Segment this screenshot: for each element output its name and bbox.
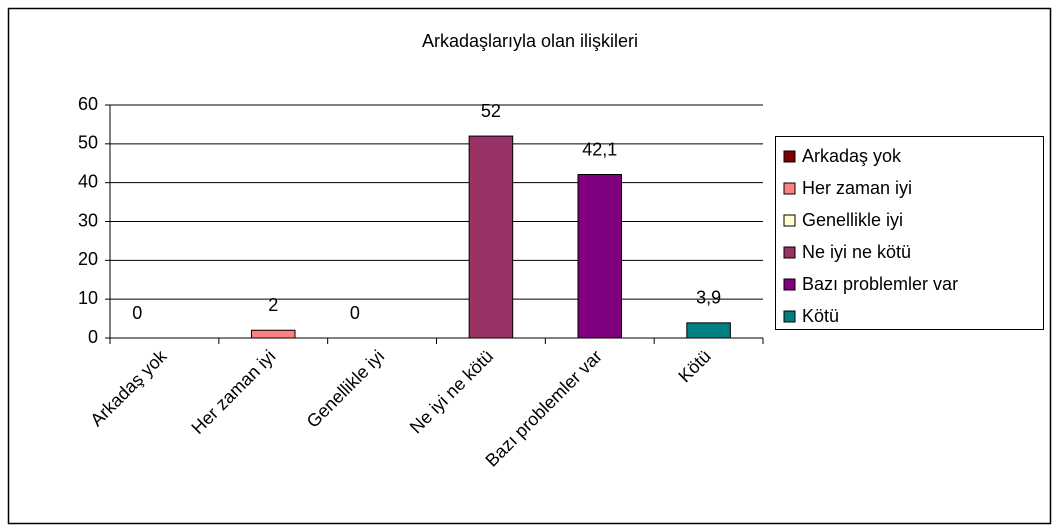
bar	[686, 322, 731, 339]
bar	[468, 135, 514, 339]
bar	[577, 174, 623, 339]
legend-label: Her zaman iyi	[802, 178, 912, 198]
y-tick-label: 30	[78, 210, 98, 230]
value-label: 52	[481, 101, 501, 121]
legend-swatch	[783, 246, 796, 259]
legend-label: Arkadaş yok	[802, 146, 902, 166]
value-label: 0	[132, 303, 142, 323]
legend-swatch	[783, 150, 796, 163]
legend-swatch	[783, 310, 796, 323]
bar	[250, 329, 296, 339]
value-label: 42,1	[582, 139, 617, 159]
legend-label: Bazı problemler var	[802, 274, 958, 294]
legend-label: Genellikle iyi	[802, 210, 903, 230]
legend-swatch	[783, 278, 796, 291]
legend-box	[775, 136, 1044, 330]
y-tick-label: 50	[78, 133, 98, 153]
chart-title: Arkadaşlarıyla olan ilişkileri	[422, 31, 638, 51]
y-tick-label: 20	[78, 249, 98, 269]
y-tick-label: 10	[78, 288, 98, 308]
value-label: 3,9	[696, 288, 721, 308]
legend-label: Kötü	[802, 306, 839, 326]
y-tick-label: 0	[88, 327, 98, 347]
legend-label: Ne iyi ne kötü	[802, 242, 911, 262]
y-tick-label: 60	[78, 94, 98, 114]
legend-swatch	[783, 182, 796, 195]
y-tick-label: 40	[78, 171, 98, 191]
value-label: 2	[268, 295, 278, 315]
legend-swatch	[783, 214, 796, 227]
value-label: 0	[350, 303, 360, 323]
